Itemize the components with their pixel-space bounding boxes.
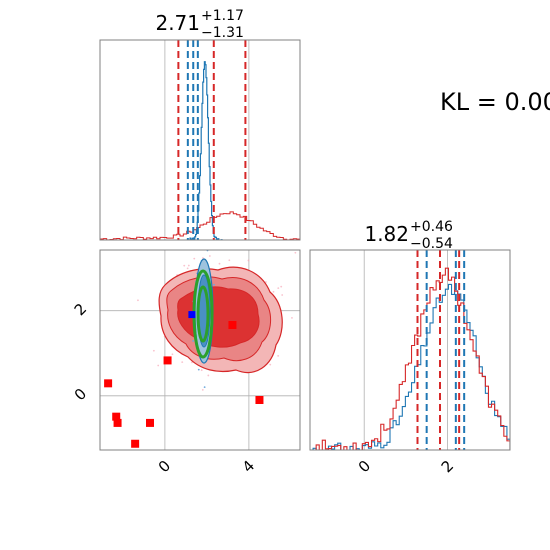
sample-point — [265, 281, 267, 283]
histogram-blue-param0 — [189, 61, 223, 240]
param0-title-minus: −1.31 — [201, 25, 244, 41]
param1-title: 1.82 — [364, 222, 409, 246]
outlier-marker — [104, 379, 113, 388]
sample-point — [193, 257, 196, 260]
sample-point — [207, 374, 210, 377]
sample-point — [201, 388, 204, 391]
x-tick-label: 4 — [239, 457, 258, 476]
sample-point — [203, 386, 206, 389]
reference-marker — [188, 311, 196, 319]
outlier-marker — [163, 356, 172, 365]
sample-point — [181, 361, 184, 363]
marginal-panel-param0 — [99, 39, 301, 241]
outlier-marker — [113, 418, 122, 427]
sample-point — [247, 259, 250, 262]
y-tick-label: 2 — [71, 300, 90, 319]
sample-point — [294, 251, 297, 254]
sample-point — [137, 299, 139, 302]
sample-point — [277, 354, 280, 357]
joint-panel — [99, 246, 301, 451]
histogram-blue-param1 — [310, 283, 510, 450]
outlier-marker — [131, 439, 140, 448]
x-tick-label: 2 — [438, 457, 457, 476]
y-tick-label: 0 — [71, 385, 90, 404]
param1-title-value: 1.82 — [364, 222, 409, 246]
sample-point — [187, 264, 190, 267]
outlier-marker — [146, 418, 154, 427]
sample-point — [171, 353, 174, 356]
histogram-red-param1 — [310, 267, 510, 450]
x-tick-label: 0 — [355, 457, 374, 476]
outlier-marker — [228, 321, 237, 329]
sample-point — [281, 294, 284, 296]
param1-title-minus: −0.54 — [410, 236, 453, 252]
marginal-panel-param1 — [309, 249, 511, 451]
sample-point — [192, 340, 195, 342]
sample-point — [152, 349, 155, 352]
sample-point — [277, 287, 280, 289]
histogram-red-param0 — [100, 211, 300, 240]
sample-point — [186, 267, 189, 270]
outlier-marker — [112, 412, 121, 421]
sample-point — [208, 255, 211, 257]
sample-point — [200, 369, 203, 372]
sample-point — [269, 363, 272, 366]
sample-point — [197, 368, 200, 371]
param0-title-plus: +1.17 — [201, 8, 244, 24]
sample-point — [202, 257, 204, 259]
sample-point — [218, 262, 221, 265]
param0-title: 2.71 — [155, 11, 200, 35]
sample-point — [291, 317, 293, 319]
outlier-marker — [255, 396, 264, 404]
sample-point — [280, 285, 283, 288]
sample-point — [183, 264, 186, 267]
contour-green-inner — [196, 285, 210, 343]
param1-title-plus: +0.46 — [410, 219, 453, 235]
x-tick-label: 0 — [155, 457, 174, 476]
kl-annotation: KL = 0.00 — [440, 88, 550, 116]
sample-point — [250, 246, 252, 248]
sample-point — [157, 364, 160, 367]
param0-title-value: 2.71 — [155, 11, 200, 35]
sample-point — [213, 283, 215, 286]
sample-point — [272, 290, 275, 293]
sample-point — [228, 259, 231, 262]
